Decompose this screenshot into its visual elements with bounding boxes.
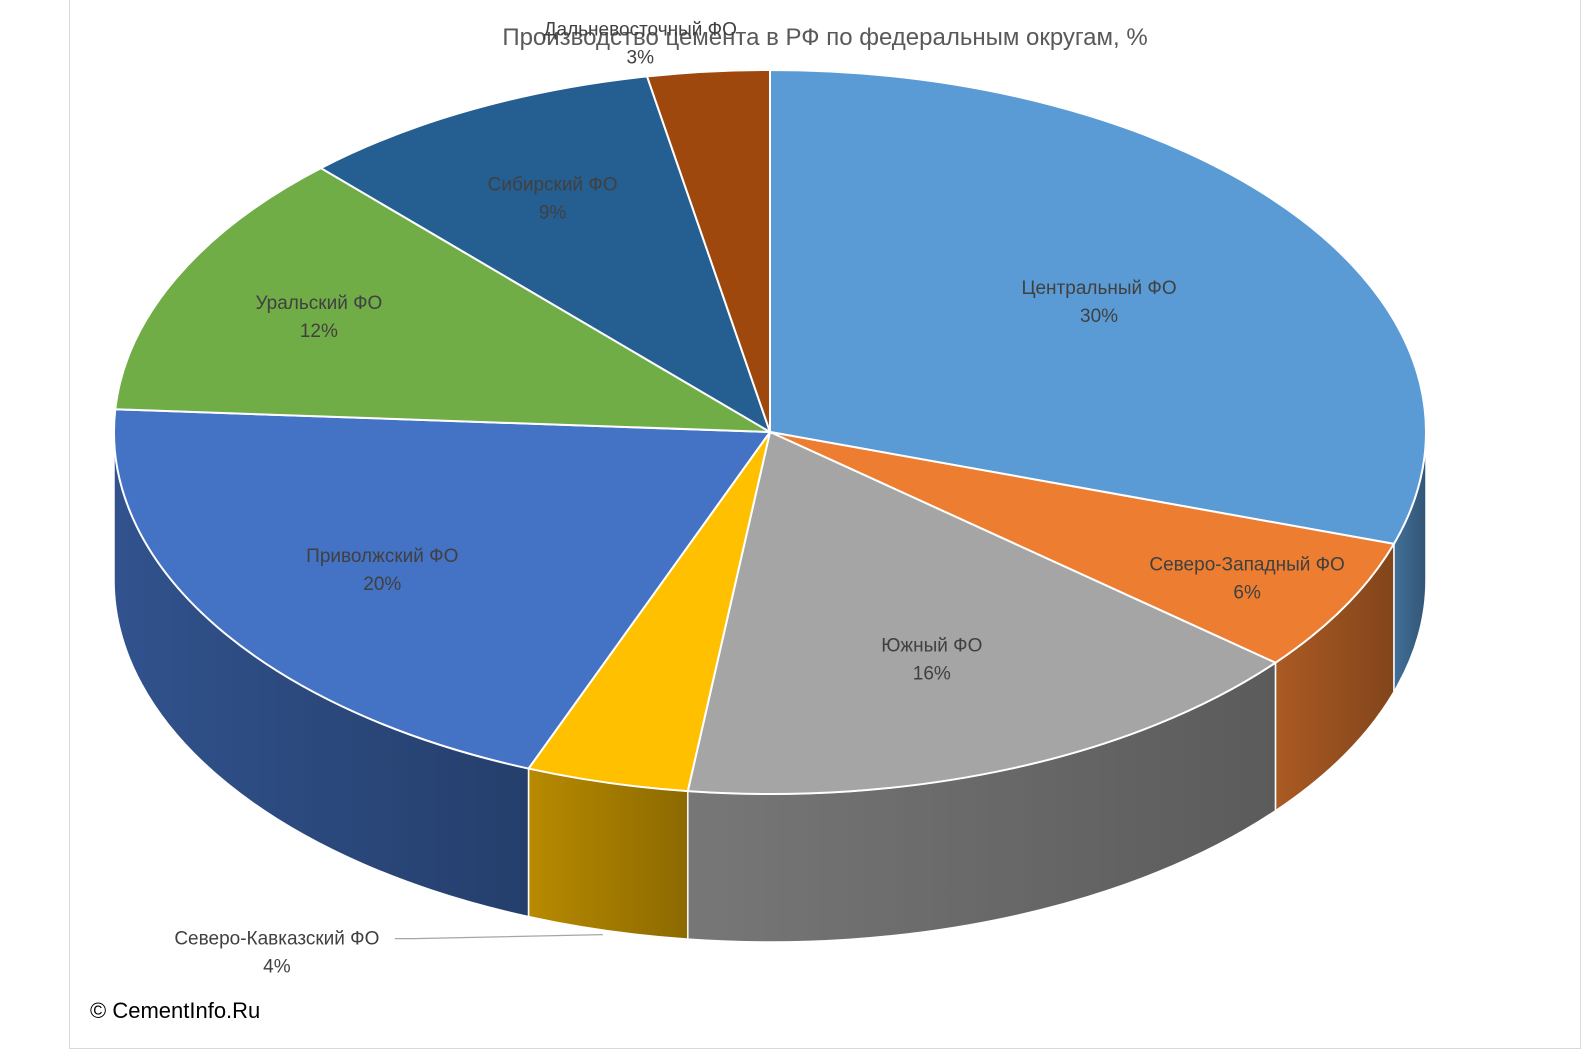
top-slice-7 xyxy=(318,75,772,435)
top-slice-5 xyxy=(113,408,772,770)
slice-value-label: 20% xyxy=(363,574,401,595)
top-slice-2 xyxy=(769,431,1396,664)
top-slice-6 xyxy=(114,166,771,433)
slice-value-label: 16% xyxy=(913,664,951,685)
pie-top xyxy=(113,68,1427,795)
slice-value-label: 9% xyxy=(539,203,567,224)
top-slice-8 xyxy=(645,68,771,433)
slice-name-label: Северо-Западный ФО xyxy=(1149,555,1344,576)
slice-name-label: Дальневосточный ФО xyxy=(544,20,737,41)
top-slice-3 xyxy=(686,430,1278,795)
top-slice-1 xyxy=(769,68,1427,545)
slice-value-label: 3% xyxy=(627,48,655,69)
leader-line xyxy=(394,934,603,940)
slice-name-label: Уральский ФО xyxy=(255,293,382,314)
slice-value-label: 12% xyxy=(300,321,338,342)
slice-value-label: 6% xyxy=(1233,583,1261,604)
slice-name-label: Южный ФО xyxy=(881,636,982,657)
pie-labels: Центральный ФО 30% Северо-Западный ФО 6% Южн… xyxy=(174,20,1345,978)
slice-value-label: 4% xyxy=(263,957,291,978)
slice-name-label: Центральный ФО xyxy=(1021,278,1176,299)
slice-value-label: 30% xyxy=(1080,306,1118,327)
side-slice-4 xyxy=(527,767,689,940)
slice-name-label: Приволжский ФО xyxy=(306,546,458,567)
slice-name-label: Северо-Кавказский ФО xyxy=(174,929,379,950)
chart-title: Производство цемента в РФ по федеральным… xyxy=(502,24,1148,51)
copyright-text: © CementInfo.Ru xyxy=(90,998,261,1023)
slice-name-label: Сибирский ФО xyxy=(488,175,618,196)
